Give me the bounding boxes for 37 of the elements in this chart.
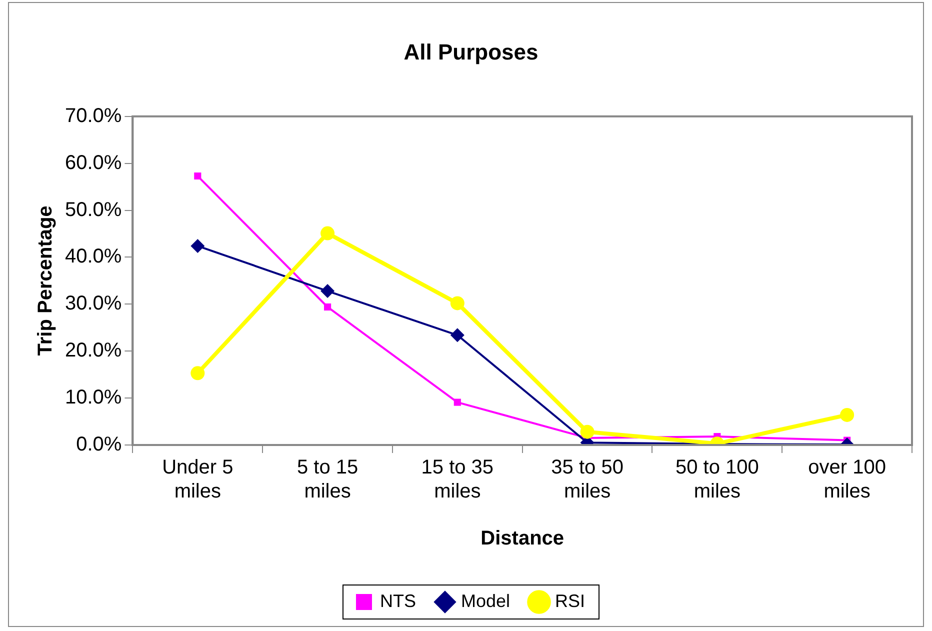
chart-title: All Purposes: [404, 39, 538, 64]
category-label: 50 to 100: [675, 456, 759, 479]
category-label: miles: [564, 480, 611, 503]
point: [450, 296, 464, 310]
y-tick-label: 10.0%: [64, 386, 122, 409]
category-label: over 100: [808, 456, 886, 479]
point: [190, 366, 205, 380]
legend-label: RSI: [555, 590, 586, 611]
category-label: miles: [174, 480, 221, 503]
point: [840, 408, 854, 422]
legend-label: NTS: [380, 590, 416, 611]
category-label: 35 to 50: [551, 456, 624, 479]
category-label: 5 to 15: [296, 456, 358, 479]
category-label: Under 5: [162, 456, 234, 479]
point: [580, 424, 594, 439]
y-tick-label: 20.0%: [64, 340, 122, 362]
y-tick-label: 60.0%: [64, 152, 122, 174]
category-label: miles: [304, 480, 351, 503]
point: [190, 238, 205, 253]
point: [320, 226, 335, 240]
y-tick-label: 50.0%: [64, 198, 122, 221]
y-tick-label: 70.0%: [64, 104, 122, 127]
x-axis-title: Distance: [480, 528, 564, 550]
category-label: miles: [694, 480, 741, 503]
point: [454, 398, 461, 406]
y-tick-label: 30.0%: [64, 292, 122, 315]
point: [320, 284, 335, 298]
point: [324, 303, 332, 311]
y-axis-title: Trip Percentage: [34, 206, 57, 356]
y-tick-label: 0.0%: [76, 434, 122, 456]
category-label: miles: [824, 480, 870, 503]
y-tick-label: 40.0%: [64, 246, 122, 268]
category-label: miles: [434, 480, 481, 503]
legend-label: Model: [460, 590, 510, 611]
point: [450, 328, 464, 342]
point: [194, 172, 202, 180]
category-label: 15 to 35: [421, 456, 494, 479]
